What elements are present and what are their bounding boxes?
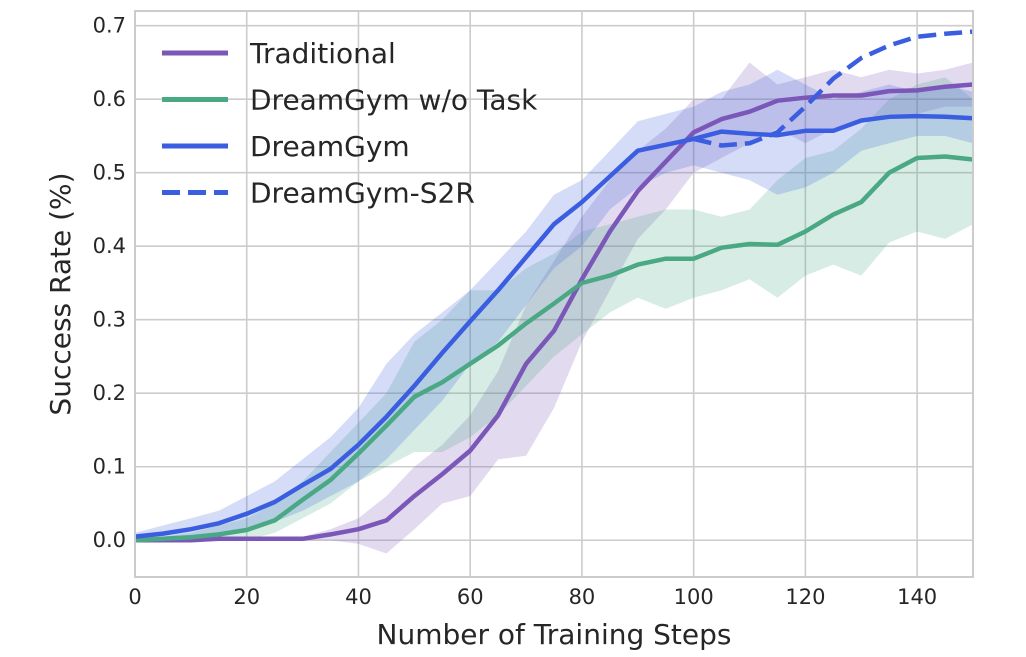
plot-background bbox=[135, 11, 973, 577]
x-axis-ticks: 0 20 40 60 80 100 120 140 bbox=[128, 585, 937, 609]
dreamgym-w-o-task-line bbox=[134, 154, 974, 543]
x-tick-label: 0 bbox=[128, 585, 141, 609]
confidence-bands bbox=[135, 62, 973, 554]
y-axis-label: Success Rate (%) bbox=[44, 172, 77, 415]
y-tick-label: 0.7 bbox=[93, 14, 126, 38]
x-axis-label: Number of Training Steps bbox=[377, 618, 732, 651]
plot-frame bbox=[134, 10, 974, 578]
dreamgym-band bbox=[135, 69, 973, 541]
dreamgym-w-o-task-band bbox=[135, 77, 973, 541]
x-tick-label: 80 bbox=[569, 585, 596, 609]
traditional-band bbox=[135, 62, 973, 554]
dreamgym-s2r-line bbox=[693, 29, 974, 148]
x-tick-label: 140 bbox=[897, 585, 937, 609]
traditional-line bbox=[135, 82, 974, 543]
legend-label: Traditional bbox=[249, 37, 396, 70]
y-tick-label: 0.1 bbox=[93, 455, 126, 479]
legend-label: DreamGym bbox=[250, 130, 410, 163]
x-tick-label: 60 bbox=[457, 585, 484, 609]
x-tick-label: 20 bbox=[233, 585, 260, 609]
y-tick-label: 0.5 bbox=[93, 161, 126, 185]
x-tick-label: 100 bbox=[674, 585, 714, 609]
legend-label: DreamGym w/o Task bbox=[250, 84, 538, 117]
series-lines bbox=[134, 29, 974, 543]
x-tick-label: 120 bbox=[785, 585, 825, 609]
y-tick-label: 0.2 bbox=[93, 381, 126, 405]
y-axis-ticks: 0.0 0.1 0.2 0.3 0.4 0.5 0.6 0.7 bbox=[93, 14, 126, 553]
legend: Traditional DreamGym w/o Task DreamGym Drea… bbox=[162, 37, 538, 210]
y-tick-label: 0.6 bbox=[93, 87, 126, 111]
x-tick-label: 40 bbox=[345, 585, 372, 609]
dreamgym-line bbox=[134, 113, 974, 539]
y-tick-label: 0.0 bbox=[93, 528, 126, 552]
y-tick-label: 0.4 bbox=[93, 234, 126, 258]
legend-label: DreamGym-S2R bbox=[250, 177, 475, 210]
y-tick-label: 0.3 bbox=[93, 308, 126, 332]
